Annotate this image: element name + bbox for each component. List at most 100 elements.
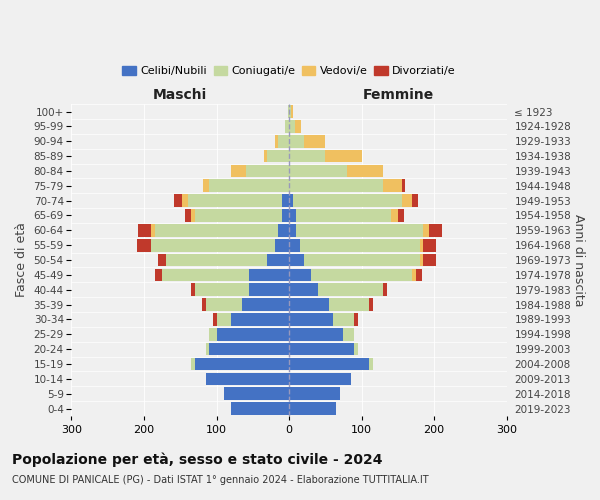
Bar — [289, 120, 295, 132]
Bar — [289, 180, 383, 192]
Bar — [311, 268, 412, 281]
Bar — [166, 254, 268, 266]
Bar — [325, 150, 362, 162]
Bar — [289, 372, 351, 385]
Bar — [191, 358, 195, 370]
Bar — [369, 298, 373, 311]
Bar — [231, 402, 289, 415]
Y-axis label: Anni di nascita: Anni di nascita — [572, 214, 585, 306]
Bar — [188, 194, 282, 207]
Bar — [355, 343, 358, 355]
Bar — [275, 135, 278, 147]
Bar — [287, 105, 289, 118]
Bar — [278, 135, 289, 147]
Bar — [162, 268, 249, 281]
Bar — [289, 284, 318, 296]
Bar — [296, 209, 391, 222]
Bar — [398, 209, 404, 222]
Bar — [155, 224, 278, 236]
Bar — [242, 298, 289, 311]
Bar — [249, 268, 289, 281]
Bar — [217, 328, 289, 340]
Bar — [412, 268, 416, 281]
Bar — [332, 313, 355, 326]
Bar — [158, 254, 166, 266]
Bar — [416, 268, 422, 281]
Bar — [203, 180, 209, 192]
Bar — [401, 194, 412, 207]
Bar — [289, 224, 296, 236]
Bar — [268, 254, 289, 266]
Bar — [289, 254, 304, 266]
Bar — [275, 239, 289, 252]
Bar — [195, 209, 282, 222]
Bar — [289, 209, 296, 222]
Bar — [175, 194, 182, 207]
Bar — [423, 224, 429, 236]
Bar — [293, 194, 401, 207]
Text: COMUNE DI PANICALE (PG) - Dati ISTAT 1° gennaio 2024 - Elaborazione TUTTITALIA.I: COMUNE DI PANICALE (PG) - Dati ISTAT 1° … — [12, 475, 428, 485]
Bar — [206, 343, 209, 355]
Bar — [286, 120, 289, 132]
Bar — [289, 358, 369, 370]
Bar — [419, 254, 423, 266]
Bar — [185, 209, 191, 222]
Bar — [383, 180, 401, 192]
Bar — [206, 372, 289, 385]
Bar — [289, 135, 304, 147]
Bar — [289, 328, 343, 340]
Bar — [206, 298, 242, 311]
Bar — [429, 224, 442, 236]
Bar — [423, 254, 436, 266]
Bar — [289, 194, 293, 207]
Bar — [296, 224, 423, 236]
Bar — [195, 284, 249, 296]
Bar — [289, 164, 347, 177]
Bar — [343, 328, 355, 340]
Bar — [290, 105, 293, 118]
Bar — [249, 284, 289, 296]
Bar — [155, 268, 162, 281]
Bar — [304, 135, 325, 147]
Bar — [209, 343, 289, 355]
Text: Popolazione per età, sesso e stato civile - 2024: Popolazione per età, sesso e stato civil… — [12, 452, 383, 467]
Bar — [217, 313, 231, 326]
Bar — [263, 150, 268, 162]
Bar — [209, 328, 217, 340]
Bar — [369, 358, 373, 370]
Bar — [289, 402, 336, 415]
Bar — [289, 105, 290, 118]
Y-axis label: Fasce di età: Fasce di età — [15, 222, 28, 298]
Bar — [391, 209, 398, 222]
Bar — [289, 343, 355, 355]
Bar — [401, 180, 405, 192]
Bar — [289, 313, 332, 326]
Bar — [304, 254, 419, 266]
Bar — [191, 284, 195, 296]
Bar — [209, 180, 289, 192]
Bar — [329, 298, 369, 311]
Bar — [282, 194, 289, 207]
Bar — [289, 388, 340, 400]
Bar — [289, 298, 329, 311]
Bar — [151, 224, 155, 236]
Text: Maschi: Maschi — [153, 88, 208, 102]
Bar — [318, 284, 383, 296]
Bar — [137, 239, 151, 252]
Bar — [231, 313, 289, 326]
Bar — [289, 150, 325, 162]
Bar — [278, 224, 289, 236]
Bar — [245, 164, 289, 177]
Bar — [289, 239, 300, 252]
Bar — [383, 284, 387, 296]
Bar — [231, 164, 245, 177]
Bar — [195, 358, 289, 370]
Bar — [347, 164, 383, 177]
Bar — [300, 239, 419, 252]
Bar — [295, 120, 301, 132]
Legend: Celibi/Nubili, Coniugati/e, Vedovi/e, Divorziati/e: Celibi/Nubili, Coniugati/e, Vedovi/e, Di… — [118, 62, 460, 80]
Bar — [182, 194, 188, 207]
Bar — [138, 224, 151, 236]
Bar — [289, 268, 311, 281]
Bar — [282, 209, 289, 222]
